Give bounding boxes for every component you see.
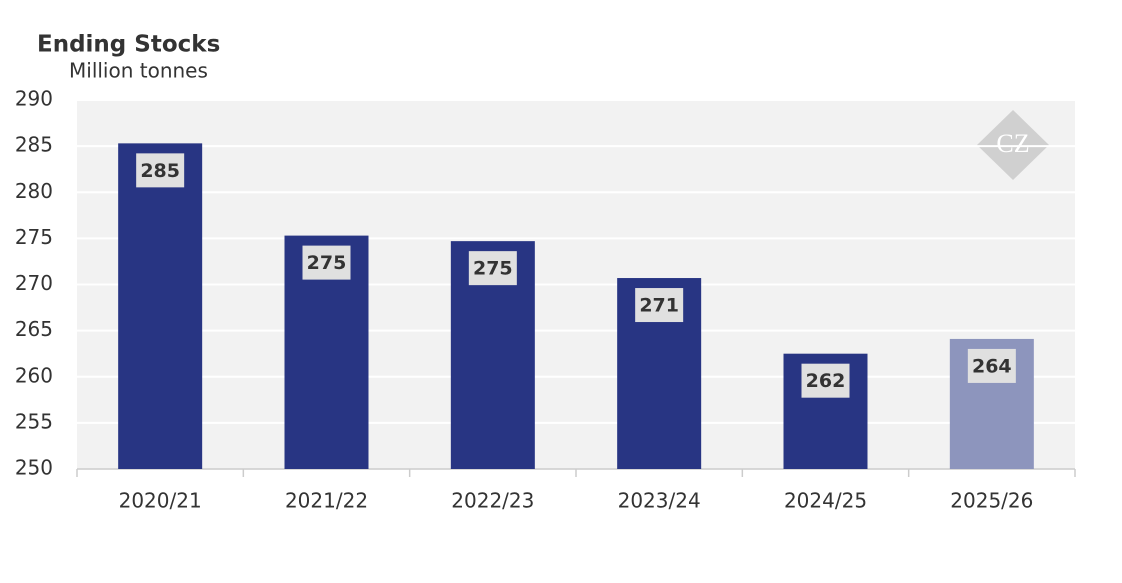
x-tick-label: 2023/24 xyxy=(618,489,701,513)
value-label: 262 xyxy=(806,370,846,392)
value-label-box xyxy=(967,348,1016,383)
value-label-box xyxy=(635,288,684,323)
watermark-logo: CZ xyxy=(977,110,1049,180)
value-label-box xyxy=(468,251,517,286)
y-tick-label: 290 xyxy=(15,87,53,111)
x-tick-label: 2022/23 xyxy=(451,489,534,513)
y-tick-label: 260 xyxy=(15,363,53,387)
x-tick-label: 2021/22 xyxy=(285,489,368,513)
y-tick-label: 255 xyxy=(15,409,53,433)
logo-text: CZ xyxy=(996,129,1029,158)
value-label-box xyxy=(136,153,185,188)
y-tick-label: 275 xyxy=(15,225,53,249)
value-label: 275 xyxy=(473,258,513,280)
x-tick-label: 2025/26 xyxy=(950,489,1033,513)
value-label: 271 xyxy=(639,295,679,317)
chart-subtitle: Million tonnes xyxy=(69,59,208,83)
value-label: 285 xyxy=(140,160,180,182)
value-label-box xyxy=(801,363,850,398)
x-tick-label: 2020/21 xyxy=(119,489,202,513)
logo-diamond xyxy=(977,110,1049,180)
value-label: 264 xyxy=(972,355,1012,377)
y-tick-label: 250 xyxy=(15,456,53,480)
x-tick-label: 2024/25 xyxy=(784,489,867,513)
y-tick-label: 265 xyxy=(15,317,53,341)
bar xyxy=(118,143,203,470)
y-tick-label: 280 xyxy=(15,179,53,203)
value-label: 275 xyxy=(307,252,347,274)
y-tick-label: 270 xyxy=(15,271,53,295)
chart-title: Ending Stocks xyxy=(37,32,220,58)
y-tick-label: 285 xyxy=(15,133,53,157)
value-label-box xyxy=(302,245,351,280)
